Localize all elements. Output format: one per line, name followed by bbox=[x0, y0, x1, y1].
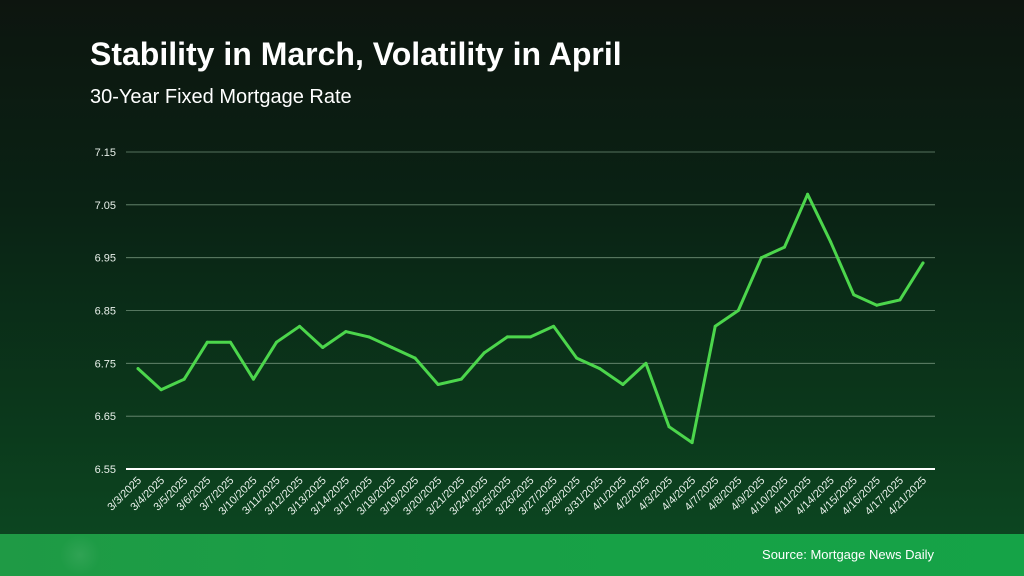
footer-decoration bbox=[60, 534, 100, 576]
data-point bbox=[344, 330, 348, 334]
data-point bbox=[367, 335, 371, 339]
chart-subtitle: 30-Year Fixed Mortgage Rate bbox=[90, 86, 352, 108]
y-tick-label: 6.65 bbox=[95, 411, 116, 423]
data-point bbox=[736, 309, 740, 312]
y-tick-label: 7.05 bbox=[95, 200, 116, 212]
data-point bbox=[136, 367, 140, 371]
line-chart: 7.15 7.05 6.95 6.85 6.75 6.65 6.55 3/3/20253/4… bbox=[95, 147, 935, 518]
data-point bbox=[321, 345, 325, 349]
data-point bbox=[621, 382, 625, 386]
data-point bbox=[251, 377, 255, 381]
data-point bbox=[413, 356, 417, 360]
data-point bbox=[782, 245, 786, 249]
grid-lines bbox=[126, 151, 935, 470]
data-point bbox=[713, 324, 717, 328]
data-point bbox=[875, 303, 879, 307]
data-point bbox=[921, 261, 925, 265]
data-point bbox=[529, 335, 532, 339]
data-point bbox=[182, 377, 186, 381]
data-point bbox=[505, 335, 509, 339]
data-point bbox=[667, 425, 671, 429]
data-point bbox=[852, 293, 856, 297]
data-point bbox=[390, 345, 394, 349]
y-tick-label: 6.85 bbox=[95, 306, 116, 318]
page-title: Stability in March, Volatility in April bbox=[90, 36, 622, 72]
data-point bbox=[482, 351, 486, 355]
data-point bbox=[806, 192, 810, 196]
y-axis-tick-labels: 7.15 7.05 6.95 6.85 6.75 6.65 6.55 bbox=[95, 147, 116, 476]
data-point bbox=[436, 382, 440, 386]
data-point bbox=[598, 367, 602, 371]
series-line bbox=[136, 192, 925, 445]
data-point bbox=[759, 256, 763, 260]
data-point bbox=[298, 324, 302, 328]
y-tick-label: 7.15 bbox=[95, 147, 116, 159]
source-note: Source: Mortgage News Daily bbox=[762, 547, 934, 562]
footer-bar: Source: Mortgage News Daily bbox=[0, 534, 1024, 576]
y-tick-label: 6.95 bbox=[95, 253, 116, 265]
mortgage-rate-line bbox=[136, 192, 925, 445]
data-point bbox=[829, 240, 833, 244]
data-point bbox=[205, 340, 209, 344]
y-tick-label: 6.75 bbox=[95, 358, 116, 370]
data-point bbox=[575, 356, 579, 360]
data-point bbox=[159, 388, 163, 392]
y-tick-label: 6.55 bbox=[95, 464, 116, 476]
data-point bbox=[644, 361, 648, 365]
data-point bbox=[459, 377, 463, 381]
data-point bbox=[552, 324, 556, 328]
data-point bbox=[228, 340, 232, 344]
x-axis-tick-labels: 3/3/20253/4/20253/5/20253/6/20253/7/2025… bbox=[105, 475, 929, 518]
data-point bbox=[690, 441, 694, 445]
data-point bbox=[898, 298, 902, 302]
data-point bbox=[275, 340, 279, 344]
